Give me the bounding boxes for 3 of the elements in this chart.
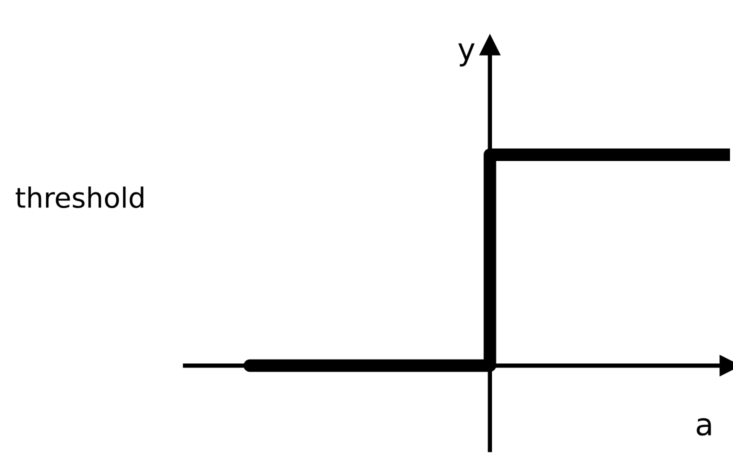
y-axis-title: y [458, 43, 475, 66]
text: threshold [16, 186, 144, 208]
x-axis-title: a [696, 418, 711, 436]
